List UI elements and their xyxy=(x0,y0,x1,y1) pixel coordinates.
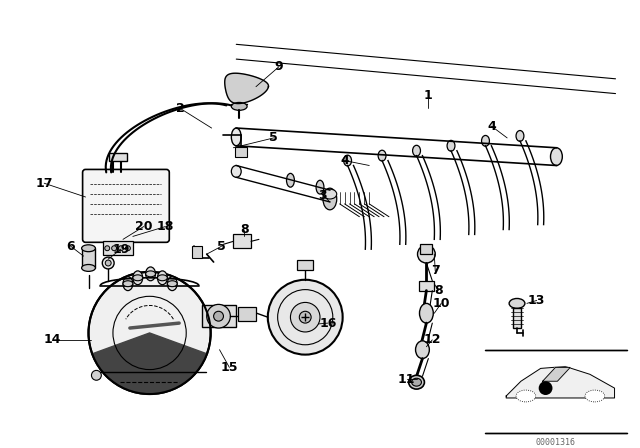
Bar xyxy=(238,307,256,321)
Ellipse shape xyxy=(167,281,177,287)
Text: 2: 2 xyxy=(176,102,184,115)
Ellipse shape xyxy=(287,173,294,187)
Ellipse shape xyxy=(509,298,525,308)
Text: 00001316: 00001316 xyxy=(536,438,575,448)
Ellipse shape xyxy=(231,128,241,146)
Ellipse shape xyxy=(413,145,420,156)
Ellipse shape xyxy=(133,271,143,284)
Text: 4: 4 xyxy=(487,120,496,133)
Circle shape xyxy=(207,304,230,328)
Circle shape xyxy=(118,246,124,251)
Circle shape xyxy=(291,302,320,332)
Ellipse shape xyxy=(123,281,133,287)
Ellipse shape xyxy=(323,188,337,210)
Polygon shape xyxy=(506,366,614,398)
Bar xyxy=(202,306,236,327)
Ellipse shape xyxy=(146,271,156,277)
Text: 16: 16 xyxy=(319,317,337,330)
Circle shape xyxy=(105,260,111,266)
Circle shape xyxy=(92,370,101,380)
Ellipse shape xyxy=(146,267,156,281)
Text: 4: 4 xyxy=(340,154,349,167)
Text: 15: 15 xyxy=(221,361,238,374)
Ellipse shape xyxy=(157,275,167,281)
Text: 13: 13 xyxy=(528,294,545,307)
Text: 20: 20 xyxy=(135,220,152,233)
Ellipse shape xyxy=(344,155,351,166)
Text: 12: 12 xyxy=(424,333,441,346)
Text: 19: 19 xyxy=(113,243,130,256)
Ellipse shape xyxy=(550,148,563,165)
Circle shape xyxy=(102,257,114,269)
Text: 5: 5 xyxy=(269,131,278,144)
Ellipse shape xyxy=(231,165,241,177)
Circle shape xyxy=(417,246,435,263)
Polygon shape xyxy=(225,73,269,103)
Bar xyxy=(234,234,251,248)
Text: 8: 8 xyxy=(434,284,442,297)
Circle shape xyxy=(88,272,211,394)
Text: 1: 1 xyxy=(424,89,433,102)
Text: 7: 7 xyxy=(431,264,440,277)
Bar xyxy=(192,246,202,258)
Bar xyxy=(419,281,435,291)
Text: 10: 10 xyxy=(433,297,450,310)
Text: 6: 6 xyxy=(67,240,75,253)
Bar xyxy=(236,147,247,157)
Circle shape xyxy=(268,280,342,355)
Bar xyxy=(513,308,521,328)
Ellipse shape xyxy=(231,103,247,110)
Circle shape xyxy=(539,381,552,395)
Text: 18: 18 xyxy=(157,220,174,233)
Ellipse shape xyxy=(415,341,429,358)
Polygon shape xyxy=(543,367,570,381)
Ellipse shape xyxy=(516,390,536,402)
FancyBboxPatch shape xyxy=(83,169,170,242)
Text: 9: 9 xyxy=(275,60,283,73)
Bar xyxy=(82,248,95,268)
Text: 17: 17 xyxy=(35,177,53,190)
Circle shape xyxy=(125,246,131,251)
Circle shape xyxy=(214,311,223,321)
Circle shape xyxy=(111,246,116,251)
Ellipse shape xyxy=(419,303,433,323)
Ellipse shape xyxy=(157,271,167,284)
Ellipse shape xyxy=(447,140,455,151)
Bar xyxy=(103,241,133,255)
Text: 14: 14 xyxy=(44,333,61,346)
Ellipse shape xyxy=(167,277,177,291)
Ellipse shape xyxy=(323,189,337,199)
Bar xyxy=(298,260,313,270)
Bar xyxy=(109,153,127,160)
Text: 11: 11 xyxy=(398,373,415,386)
Ellipse shape xyxy=(585,390,605,402)
Ellipse shape xyxy=(316,180,324,194)
Circle shape xyxy=(300,311,311,323)
Ellipse shape xyxy=(133,275,143,281)
Ellipse shape xyxy=(412,378,422,386)
Ellipse shape xyxy=(82,245,95,252)
Ellipse shape xyxy=(123,277,133,291)
Ellipse shape xyxy=(516,130,524,142)
Ellipse shape xyxy=(409,375,424,389)
Circle shape xyxy=(105,246,109,251)
Ellipse shape xyxy=(378,150,386,161)
Ellipse shape xyxy=(481,135,490,146)
Bar xyxy=(420,244,432,254)
Ellipse shape xyxy=(82,264,95,271)
Text: 8: 8 xyxy=(240,223,248,236)
Text: 5: 5 xyxy=(217,240,226,253)
Wedge shape xyxy=(92,333,207,394)
Text: 3: 3 xyxy=(319,189,327,202)
